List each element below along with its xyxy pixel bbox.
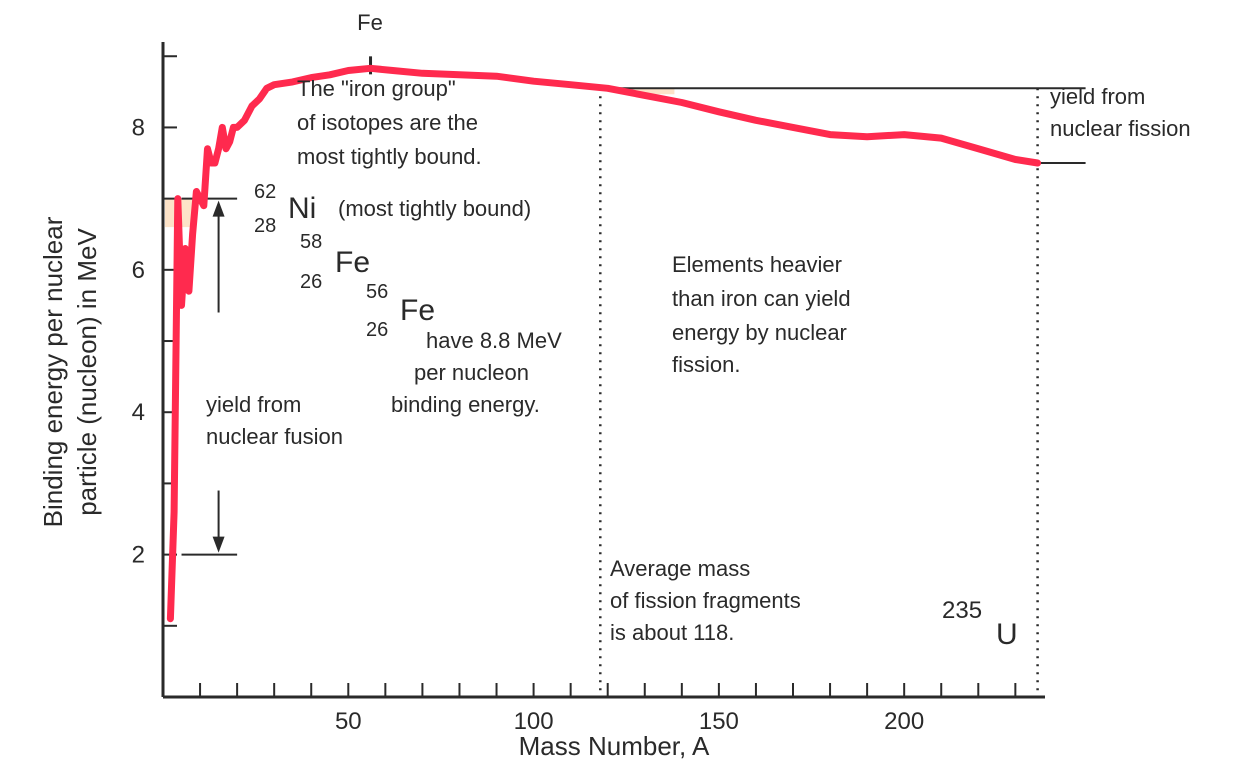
fe58-mass-number: 58	[300, 231, 322, 253]
heavier-line-2: than iron can yield	[672, 286, 851, 311]
fragments-line-1: Average mass	[610, 556, 750, 581]
ni62-symbol: Ni	[288, 192, 316, 225]
fe-binding-annotation: have 8.8 MeV per nucleon binding energy.	[391, 328, 562, 417]
y-axis-title-line-2: particle (nucleon) in MeV	[72, 228, 102, 516]
fragments-line-3: is about 118.	[610, 620, 734, 645]
u235-symbol: U	[996, 618, 1018, 651]
fe-binding-line-2: per nucleon	[414, 360, 529, 385]
heavier-elements-annotation: Elements heavier than iron can yield ene…	[672, 252, 851, 377]
iron-group-line-2: of isotopes are the	[297, 110, 478, 135]
fe-binding-line-1: have 8.8 MeV	[426, 328, 562, 353]
fusion-arrowhead-up	[212, 200, 225, 217]
fusion-yield-line-1: yield from	[206, 392, 301, 417]
fe-binding-line-3: binding energy.	[391, 392, 540, 417]
binding-energy-curve	[166, 64, 1042, 623]
fusion-yield-annotation: yield from nuclear fusion	[206, 392, 343, 449]
iron-group-line-3: most tightly bound.	[297, 144, 482, 169]
x-tick-label: 50	[335, 708, 362, 735]
axis-ticks: 50 100 150 200 2 4 6 8	[132, 55, 1017, 735]
ni62-mass-number: 62	[254, 181, 276, 203]
x-tick-label: 200	[884, 708, 924, 735]
x-axis-title: Mass Number, A	[519, 731, 710, 761]
fusion-arrowhead-down	[212, 536, 225, 553]
fe56-symbol: Fe	[400, 294, 435, 327]
u235-label: 235 U	[942, 597, 1018, 651]
ni62-atomic-number: 28	[254, 215, 276, 237]
heavier-line-1: Elements heavier	[672, 252, 842, 277]
fission-yield-line-1: yield from	[1050, 84, 1145, 109]
fission-yield-annotation: yield from nuclear fission	[1050, 84, 1191, 141]
fission-fragments-annotation: Average mass of fission fragments is abo…	[610, 556, 801, 645]
iron-group-line-1: The "iron group"	[297, 76, 456, 101]
y-tick-label: 8	[132, 114, 145, 141]
fusion-yield-line-2: nuclear fusion	[206, 424, 343, 449]
u235-mass-number: 235	[942, 597, 982, 624]
y-tick-label: 2	[132, 542, 145, 569]
x-tick-label: 150	[699, 708, 739, 735]
ni62-note: (most tightly bound)	[338, 196, 531, 221]
reference-lines	[181, 56, 1086, 697]
fragments-line-2: of fission fragments	[610, 588, 801, 613]
fission-yield-line-2: nuclear fission	[1050, 116, 1191, 141]
ni62-label: 62 28 Ni (most tightly bound)	[254, 181, 531, 237]
fe56-atomic-number: 26	[366, 319, 388, 341]
heavier-line-3: energy by nuclear	[672, 320, 847, 345]
axes	[161, 42, 1045, 699]
binding-energy-line	[166, 64, 1042, 623]
y-axis-title-line-1: Binding energy per nuclear	[38, 216, 68, 527]
y-tick-label: 6	[132, 257, 145, 284]
fe58-atomic-number: 26	[300, 271, 322, 293]
x-tick-label: 100	[514, 708, 554, 735]
fe58-symbol: Fe	[335, 246, 370, 279]
fe58-label: 58 26 Fe	[300, 231, 370, 293]
fe56-mass-number: 56	[366, 281, 388, 303]
y-axis-title: Binding energy per nuclear particle (nuc…	[38, 216, 102, 527]
fe-peak-label: Fe	[357, 10, 383, 35]
fe56-label: 56 26 Fe	[366, 281, 435, 341]
y-tick-label: 4	[132, 399, 145, 426]
heavier-line-4: fission.	[672, 352, 740, 377]
fission-shade	[629, 88, 675, 95]
iron-group-annotation: The "iron group" of isotopes are the mos…	[297, 76, 482, 169]
